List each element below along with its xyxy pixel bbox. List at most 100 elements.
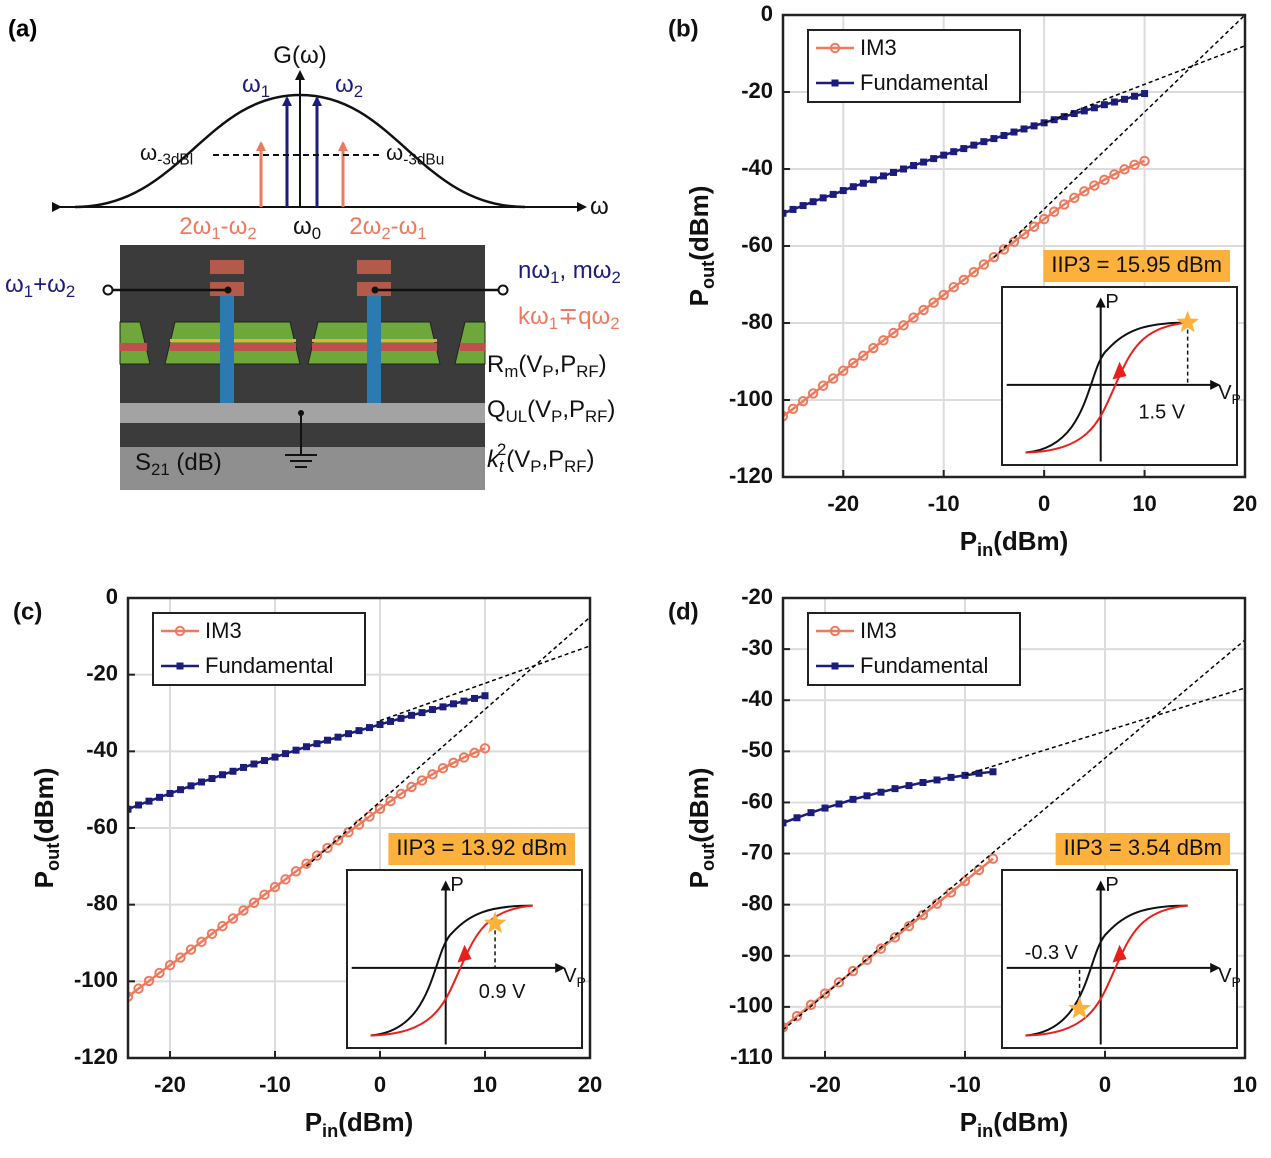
marker <box>849 795 857 803</box>
text-part: 0 <box>312 225 321 244</box>
im3-label: 2ω1-ω2 <box>179 213 257 243</box>
x-axis-label: Pin(dBm) <box>960 526 1069 560</box>
text-part: ,P <box>541 446 564 473</box>
x-axis-label: Pin(dBm) <box>960 1107 1069 1141</box>
marker <box>861 954 873 966</box>
text-part: ) <box>607 396 615 423</box>
text-part: P <box>1232 391 1241 407</box>
hysteresis-curve <box>370 904 533 1037</box>
marker <box>933 776 941 784</box>
marker <box>1060 113 1068 121</box>
marker <box>791 1010 803 1022</box>
series-line <box>783 857 994 1029</box>
y-tick-label: -40 <box>741 155 773 180</box>
marker <box>863 792 871 800</box>
y-axis-label: Pout(dBm) <box>684 768 718 889</box>
legend-box <box>807 612 1021 686</box>
extrapolation-line <box>993 15 1245 259</box>
text-part: P <box>542 363 553 382</box>
text-part: kω <box>518 303 549 330</box>
text-part: V <box>563 965 577 987</box>
marker <box>290 866 302 877</box>
y-tick-label: -60 <box>741 232 773 257</box>
marker <box>1131 92 1139 100</box>
marker <box>849 183 857 191</box>
text-part: -ω <box>391 213 418 240</box>
x-tick-label: -10 <box>259 1072 291 1097</box>
marker <box>269 881 281 893</box>
marker <box>376 721 384 728</box>
marker <box>374 803 386 815</box>
marker <box>910 162 918 170</box>
tone-label: ω2 <box>335 71 363 101</box>
y-tick-label: -60 <box>741 788 773 813</box>
marker <box>960 145 968 153</box>
marker <box>1100 101 1108 109</box>
text-part: G(ω) <box>273 42 326 69</box>
marker <box>175 952 186 963</box>
marker <box>135 801 142 809</box>
marker <box>448 757 459 769</box>
marker <box>471 694 478 702</box>
marker <box>450 700 457 708</box>
text-part: ω <box>242 71 261 98</box>
marker <box>783 1022 789 1033</box>
text-part: -3dBu <box>403 152 444 169</box>
text-part: RF <box>585 408 607 427</box>
text-part: V <box>1218 382 1232 404</box>
marker <box>271 753 279 761</box>
text-part: in <box>977 1121 993 1141</box>
marker <box>332 835 344 846</box>
marker <box>799 202 807 210</box>
marker <box>303 743 310 751</box>
marker <box>898 320 909 331</box>
text-part: ω <box>590 193 609 220</box>
text-part: 2 <box>247 225 256 244</box>
marker <box>839 187 847 195</box>
text-part: P <box>960 526 977 556</box>
marker <box>819 194 827 202</box>
legend-marker <box>829 42 841 54</box>
marker <box>1090 104 1098 112</box>
operating-point <box>1176 310 1200 333</box>
marker <box>156 793 163 801</box>
ground-node <box>298 410 304 416</box>
inset-y-label: P <box>450 874 463 896</box>
marker <box>248 897 260 908</box>
marker <box>458 752 470 763</box>
y-tick-label: -60 <box>86 814 118 839</box>
y-tick-label: -20 <box>86 660 118 685</box>
y-tick-label: -70 <box>741 839 773 864</box>
marker <box>229 767 237 775</box>
marker <box>208 775 216 783</box>
marker <box>787 403 799 415</box>
inset-marker-label: 1.5 V <box>1138 402 1185 424</box>
extrapolation-line <box>379 645 590 722</box>
text-part: RF <box>576 363 598 382</box>
marker <box>875 943 887 954</box>
y-tick-label: -20 <box>741 584 773 609</box>
y-tick-label: -100 <box>729 386 773 411</box>
x-tick-label: 0 <box>1038 491 1050 516</box>
marker <box>345 730 352 738</box>
panel-label: (b) <box>668 15 699 42</box>
marker <box>970 141 978 149</box>
legend-box <box>152 612 366 686</box>
marker <box>789 205 797 213</box>
hysteresis-arrow <box>457 944 472 963</box>
y-tick-label: -80 <box>741 309 773 334</box>
text-part: 1 <box>550 269 559 288</box>
legend-marker <box>831 662 839 670</box>
y-tick-label: -40 <box>741 686 773 711</box>
y-tick-label: -120 <box>729 463 773 488</box>
text-part: ∓qω <box>558 303 610 330</box>
marker <box>980 138 988 146</box>
text-part: R <box>487 351 504 378</box>
text-part: 2 <box>66 283 75 302</box>
marker <box>1010 128 1018 136</box>
marker <box>418 709 426 717</box>
marker <box>961 771 969 779</box>
marker <box>847 965 859 977</box>
legend-label: Fundamental <box>205 653 333 678</box>
y-tick-label: -50 <box>741 737 773 762</box>
